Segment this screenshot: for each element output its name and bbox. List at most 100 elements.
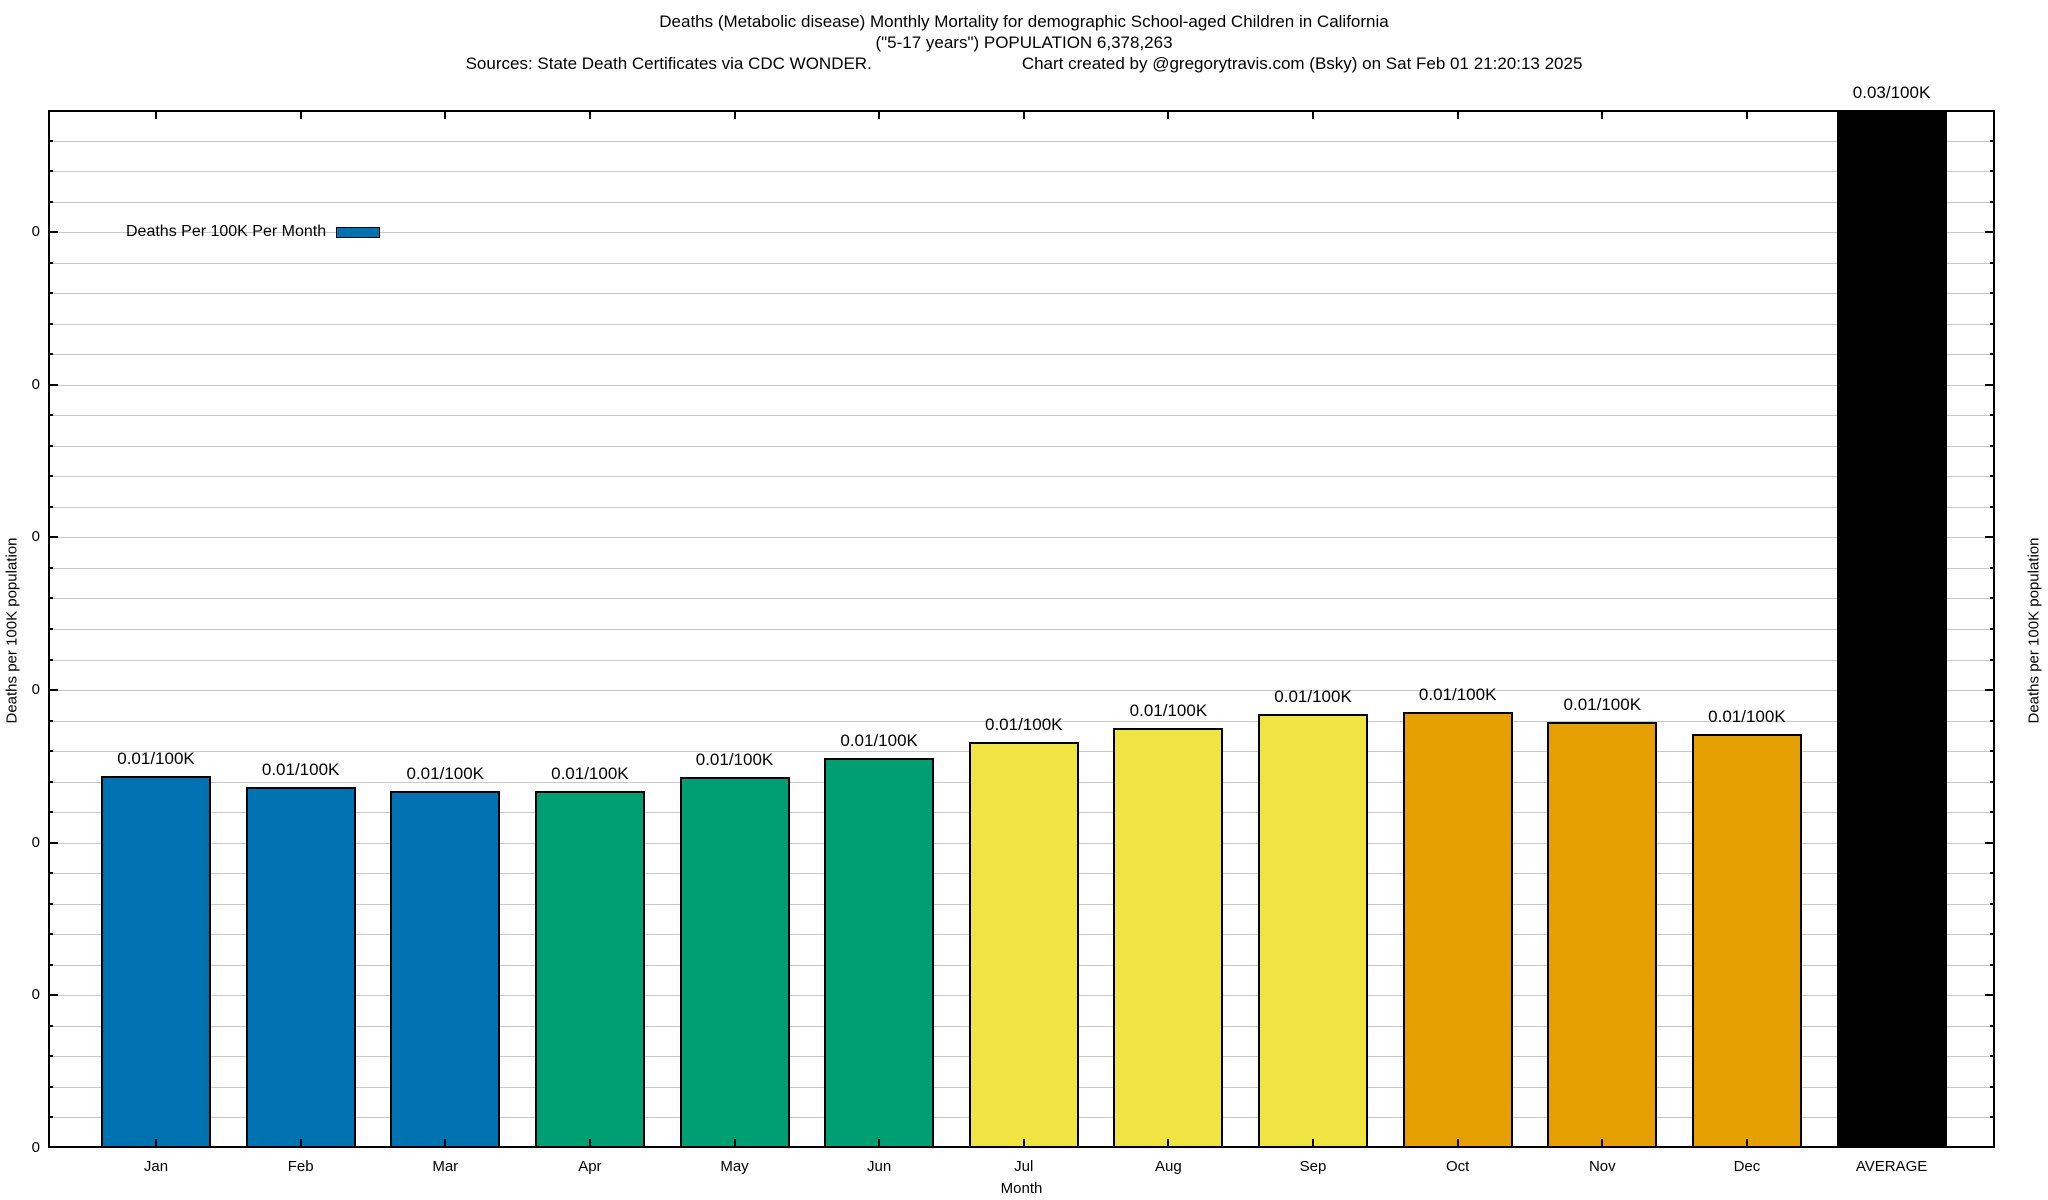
bar-jul xyxy=(968,742,1079,1148)
bar-value-label-sep: 0.01/100K xyxy=(1274,687,1352,706)
gridline xyxy=(48,690,1995,692)
y-tick-left xyxy=(48,475,53,478)
y-tick-right xyxy=(1990,261,1995,264)
y-tick-left xyxy=(48,994,58,997)
y-tick-left xyxy=(48,780,53,783)
x-tick-bottom xyxy=(1890,1139,1893,1148)
x-tick-bottom xyxy=(733,1139,736,1148)
x-tick-label-nov: Nov xyxy=(1588,1158,1616,1175)
gridline xyxy=(48,445,1995,447)
y-tick-left xyxy=(48,719,53,722)
y-tick-right xyxy=(1990,139,1995,142)
legend-swatch xyxy=(336,226,381,238)
y-tick-left xyxy=(48,902,53,905)
x-tick-bottom xyxy=(588,1139,591,1148)
bar-average xyxy=(1836,110,1947,1148)
y-tick-right xyxy=(1990,811,1995,814)
x-tick-top xyxy=(1456,110,1459,119)
y-tick-left xyxy=(48,170,53,173)
x-tick-top xyxy=(1745,110,1748,119)
y-tick-left xyxy=(48,658,53,661)
y-axis-title-right: Deaths per 100K population xyxy=(2025,537,2043,724)
bar-value-label-dec: 0.01/100K xyxy=(1708,707,1786,726)
y-tick-right xyxy=(1990,719,1995,722)
bar-value-label-aug: 0.01/100K xyxy=(1129,701,1208,720)
gridline xyxy=(48,140,1995,142)
bar-aug xyxy=(1113,728,1224,1148)
y-tick-left xyxy=(48,353,53,356)
bar-nov xyxy=(1547,722,1658,1148)
gridline xyxy=(48,476,1995,478)
x-tick-top xyxy=(1601,110,1604,119)
gridline xyxy=(48,598,1995,600)
y-tick-left xyxy=(48,1116,53,1119)
y-tick-left xyxy=(48,841,58,844)
y-tick-right xyxy=(1990,1085,1995,1088)
gridline xyxy=(48,171,1995,173)
x-axis-title: Month xyxy=(1000,1180,1043,1197)
bar-dec xyxy=(1691,734,1802,1148)
y-axis-title-left: Deaths per 100K population xyxy=(3,537,21,724)
x-tick-top xyxy=(444,110,447,119)
y-tick-right xyxy=(1990,872,1995,875)
x-tick-label-sep: Sep xyxy=(1299,1158,1327,1175)
x-tick-top xyxy=(1022,110,1025,119)
y-tick-right xyxy=(1990,933,1995,936)
y-tick-left xyxy=(48,566,53,569)
x-tick-top xyxy=(155,110,157,119)
chart-title-line2: ("5-17 years") POPULATION 6,378,263 xyxy=(875,33,1173,52)
y-tick-left xyxy=(48,322,53,325)
x-tick-bottom xyxy=(155,1139,157,1148)
y-tick-right xyxy=(1990,1024,1995,1027)
y-tick-right xyxy=(1990,505,1995,508)
y-tick-left xyxy=(48,933,53,936)
y-tick-left xyxy=(48,505,53,508)
gridline xyxy=(48,537,1995,539)
y-tick-left xyxy=(48,536,58,539)
bar-sep xyxy=(1258,714,1369,1148)
gridline xyxy=(48,567,1995,569)
x-tick-label-feb: Feb xyxy=(287,1158,314,1175)
y-tick-left xyxy=(48,628,53,630)
y-tick-right xyxy=(1990,200,1995,203)
bar-value-label-jul: 0.01/100K xyxy=(985,715,1063,734)
bar-value-label-mar: 0.01/100K xyxy=(406,764,484,783)
x-tick-bottom xyxy=(444,1139,447,1148)
y-tick-right xyxy=(1990,444,1995,447)
credit-text: Chart created by @gregorytravis.com (Bsk… xyxy=(1021,54,1583,73)
bar-apr xyxy=(534,791,645,1148)
y-tick-right xyxy=(1990,353,1995,356)
y-tick-label: 0 xyxy=(31,223,40,241)
y-tick-right xyxy=(1985,841,1995,844)
chart-subtitle: Sources: State Death Certificates via CD… xyxy=(0,53,2048,74)
y-tick-right xyxy=(1990,1116,1995,1119)
x-tick-bottom xyxy=(1167,1139,1170,1148)
y-tick-right xyxy=(1990,750,1995,753)
x-tick-top xyxy=(1312,110,1315,119)
sources-text: Sources: State Death Certificates via CD… xyxy=(465,54,872,73)
bar-value-label-apr: 0.01/100K xyxy=(551,764,629,783)
y-tick-right xyxy=(1990,414,1995,417)
x-tick-label-aug: Aug xyxy=(1155,1158,1182,1175)
gridline xyxy=(48,262,1995,264)
x-tick-top xyxy=(1167,110,1170,119)
x-tick-label-oct: Oct xyxy=(1445,1158,1470,1175)
chart-title-line1: Deaths (Metabolic disease) Monthly Morta… xyxy=(659,12,1389,31)
y-tick-label: 0 xyxy=(31,375,40,393)
x-tick-bottom xyxy=(1456,1139,1459,1148)
x-tick-label-jan: Jan xyxy=(143,1158,169,1175)
x-tick-top xyxy=(299,110,302,119)
y-tick-right xyxy=(1985,536,1995,539)
y-tick-left xyxy=(48,261,53,264)
bar-value-label-oct: 0.01/100K xyxy=(1418,685,1497,704)
x-tick-label-mar: Mar xyxy=(432,1158,459,1175)
bar-jan xyxy=(101,776,211,1148)
x-tick-bottom xyxy=(1601,1139,1604,1148)
y-tick-right xyxy=(1990,1055,1995,1058)
legend: Deaths Per 100K Per Month xyxy=(126,223,381,241)
x-tick-label-jun: Jun xyxy=(867,1158,892,1175)
y-tick-right xyxy=(1990,597,1995,600)
bar-value-label-average: 0.03/100K xyxy=(1852,83,1931,102)
y-tick-left xyxy=(48,414,53,417)
